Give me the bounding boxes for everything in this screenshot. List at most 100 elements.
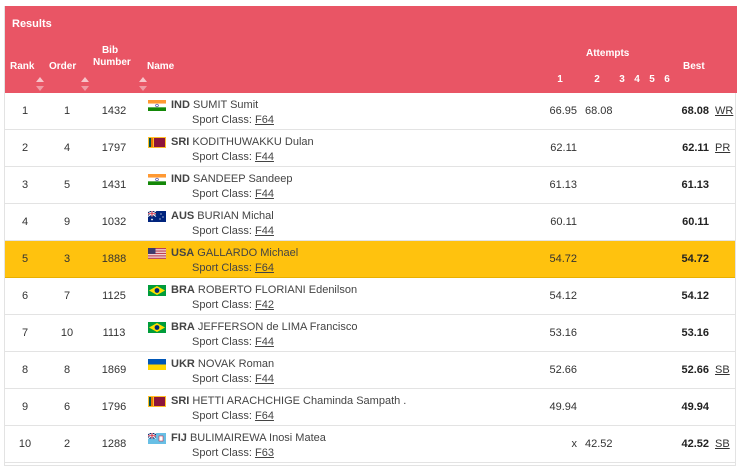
- order-cell: 5: [63, 179, 71, 191]
- best-cell: 60.11: [682, 216, 709, 228]
- order-cell: 1: [63, 105, 71, 117]
- sport-class-link[interactable]: F44: [254, 151, 274, 163]
- flag-bra-icon: [148, 322, 166, 333]
- attempt-2-cell: 68.08: [585, 105, 613, 117]
- sport-class-link[interactable]: F44: [254, 225, 274, 237]
- bib-column-header[interactable]: Bib Number: [93, 45, 131, 68]
- noc-code: SRI: [171, 395, 190, 407]
- order-cell: 9: [63, 216, 71, 228]
- rank-cell: 1: [21, 105, 29, 117]
- best-cell: 54.12: [681, 290, 709, 302]
- order-column-header[interactable]: Order: [49, 61, 77, 72]
- sport-class: Sport Class: F44: [192, 373, 274, 385]
- record-badge[interactable]: PR: [715, 142, 731, 154]
- athlete-name[interactable]: BRA ROBERTO FLORIANI Edenilson: [171, 284, 357, 296]
- attempt-4-header: 4: [634, 74, 640, 85]
- order-sort-desc-icon[interactable]: [81, 86, 89, 91]
- flag-ukr-icon: [148, 359, 166, 370]
- sport-class-link[interactable]: F44: [254, 188, 274, 200]
- attempt-2-cell: 42.52: [585, 438, 613, 450]
- attempt-1-cell: 53.16: [549, 327, 577, 339]
- sport-class-link[interactable]: F44: [254, 373, 274, 385]
- rank-column-header[interactable]: Rank: [10, 61, 35, 72]
- athlete-full-name: GALLARDO Michael: [197, 247, 299, 259]
- rank-sort-asc-icon[interactable]: [36, 77, 44, 82]
- athlete-name[interactable]: FIJ BULIMAIREWA Inosi Matea: [171, 432, 326, 444]
- attempt-6-header: 6: [664, 74, 670, 85]
- record-badge[interactable]: WR: [715, 105, 734, 117]
- rank-cell: 8: [21, 364, 29, 376]
- flag-fij-icon: [148, 433, 166, 444]
- sport-class-link[interactable]: F64: [254, 114, 274, 126]
- order-cell: 8: [63, 364, 71, 376]
- sport-class-label: Sport Class:: [192, 151, 252, 163]
- results-table: Results Rank Order Bib Number Name Attem…: [4, 6, 737, 466]
- table-row: 3 5 1431 IND SANDEEP Sandeep Sport Class: F4…: [5, 167, 735, 204]
- best-cell: 61.13: [681, 179, 709, 191]
- athlete-full-name: BULIMAIREWA Inosi Matea: [189, 432, 326, 444]
- athlete-name[interactable]: SRI HETTI ARACHCHIGE Chaminda Sampath .: [171, 395, 406, 407]
- table-row: 4 9 1032 AUS BURIAN Michal Sport Class: F44 6…: [5, 204, 735, 241]
- athlete-name[interactable]: BRA JEFFERSON de LIMA Francisco: [171, 321, 357, 333]
- rank-cell: 7: [21, 327, 29, 339]
- table-header: Results Rank Order Bib Number Name Attem…: [5, 6, 737, 93]
- sport-class-label: Sport Class:: [192, 114, 252, 126]
- rank-sort-desc-icon[interactable]: [36, 86, 44, 91]
- attempt-1-cell: 60.11: [550, 216, 577, 228]
- flag-ind-icon: [148, 100, 166, 111]
- athlete-name[interactable]: UKR NOVAK Roman: [171, 358, 274, 370]
- bib-sort-asc-icon[interactable]: [139, 77, 147, 82]
- order-sort-asc-icon[interactable]: [81, 77, 89, 82]
- bib-cell: 1869: [101, 364, 127, 376]
- athlete-name[interactable]: IND SANDEEP Sandeep: [171, 173, 293, 185]
- sport-class: Sport Class: F44: [192, 151, 274, 163]
- sport-class-label: Sport Class:: [192, 188, 252, 200]
- record-badge[interactable]: SB: [715, 438, 730, 450]
- attempt-1-cell: x: [571, 438, 578, 450]
- athlete-name[interactable]: AUS BURIAN Michal: [171, 210, 274, 222]
- noc-code: IND: [171, 173, 190, 185]
- best-cell: 49.94: [681, 401, 709, 413]
- best-cell: 42.52: [681, 438, 709, 450]
- athlete-name[interactable]: SRI KODITHUWAKKU Dulan: [171, 136, 314, 148]
- flag-bra-icon: [148, 285, 166, 296]
- best-cell: 52.66: [681, 364, 709, 376]
- record-badge[interactable]: SB: [715, 364, 730, 376]
- bib-cell: 1032: [101, 216, 127, 228]
- sport-class-link[interactable]: F42: [254, 299, 274, 311]
- sport-class: Sport Class: F64: [192, 114, 274, 126]
- table-row: 9 6 1796 SRI HETTI ARACHCHIGE Chaminda Samp…: [5, 389, 735, 426]
- sport-class-link[interactable]: F63: [254, 447, 274, 459]
- athlete-full-name: KODITHUWAKKU Dulan: [192, 136, 314, 148]
- attempt-3-header: 3: [619, 74, 625, 85]
- sport-class-link[interactable]: F44: [254, 336, 274, 348]
- noc-code: FIJ: [171, 432, 187, 444]
- athlete-full-name: JEFFERSON de LIMA Francisco: [197, 321, 358, 333]
- flag-sri-icon: [148, 396, 166, 407]
- order-cell: 4: [63, 142, 71, 154]
- sport-class: Sport Class: F64: [192, 262, 274, 274]
- athlete-name[interactable]: IND SUMIT Sumit: [171, 99, 258, 111]
- bib-cell: 1431: [101, 179, 127, 191]
- table-row: 10 2 1288 FIJ BULIMAIREWA Inosi Matea Sport …: [5, 426, 735, 463]
- athlete-full-name: ROBERTO FLORIANI Edenilson: [197, 284, 358, 296]
- noc-code: BRA: [171, 321, 195, 333]
- order-cell: 3: [63, 253, 71, 265]
- sport-class: Sport Class: F64: [192, 410, 274, 422]
- sport-class: Sport Class: F44: [192, 188, 274, 200]
- rank-cell: 3: [21, 179, 29, 191]
- bib-sort-desc-icon[interactable]: [139, 86, 147, 91]
- sport-class: Sport Class: F42: [192, 299, 274, 311]
- sport-class-link[interactable]: F64: [254, 262, 274, 274]
- sport-class: Sport Class: F63: [192, 447, 274, 459]
- attempt-1-cell: 62.11: [550, 142, 577, 154]
- athlete-name[interactable]: USA GALLARDO Michael: [171, 247, 298, 259]
- sport-class: Sport Class: F44: [192, 336, 274, 348]
- sport-class-link[interactable]: F64: [254, 410, 274, 422]
- attempt-2-header: 2: [594, 74, 600, 85]
- name-column-header: Name: [147, 61, 175, 72]
- rank-cell: 6: [21, 290, 29, 302]
- attempt-1-cell: 54.12: [549, 290, 577, 302]
- rank-cell: 5: [21, 253, 29, 265]
- order-cell: 6: [63, 401, 71, 413]
